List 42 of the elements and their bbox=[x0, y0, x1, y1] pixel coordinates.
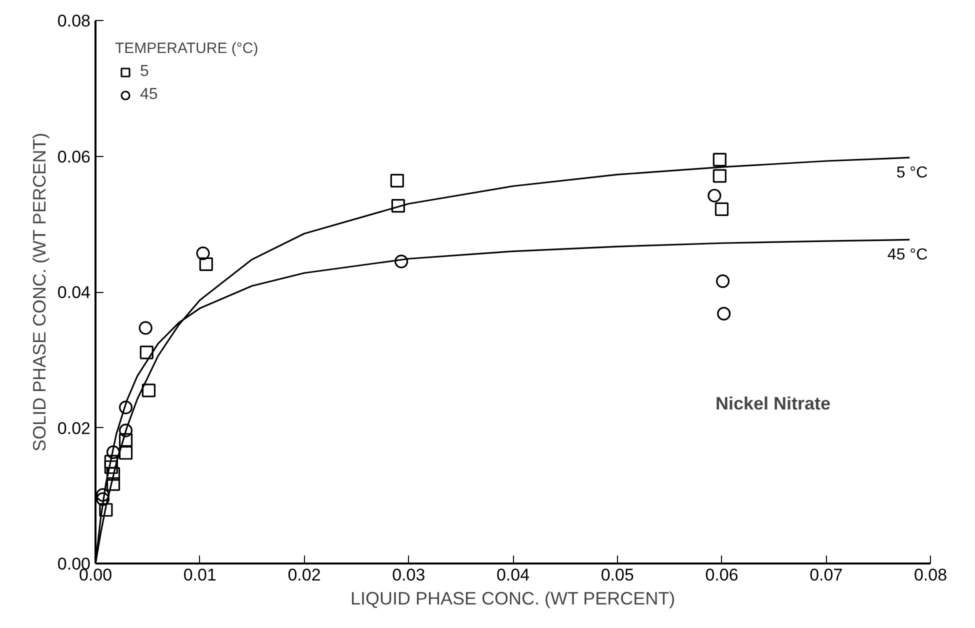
y-tick-label: 0.06 bbox=[57, 147, 91, 166]
legend-title: TEMPERATURE (°C) bbox=[115, 40, 258, 57]
point bbox=[716, 274, 730, 288]
x-tick-label: 0.08 bbox=[914, 566, 948, 584]
series-label: 5 °C bbox=[896, 164, 928, 182]
point bbox=[138, 321, 152, 335]
point bbox=[118, 433, 133, 447]
point bbox=[99, 503, 113, 517]
series-label: 45 °C bbox=[887, 246, 928, 264]
annotation: Nickel Nitrate bbox=[716, 394, 831, 414]
y-tick-label: 0.02 bbox=[57, 418, 91, 438]
point bbox=[104, 460, 118, 474]
point bbox=[717, 306, 731, 321]
y-tick-label: 0.04 bbox=[57, 283, 91, 302]
point bbox=[106, 477, 120, 491]
x-tick-label: 0.04 bbox=[496, 566, 530, 584]
x-axis-title: LIQUID PHASE CONC. (WT PERCENT) bbox=[350, 588, 676, 608]
point bbox=[391, 199, 405, 213]
point bbox=[106, 467, 120, 481]
point bbox=[199, 257, 213, 271]
x-tick-label: 0.05 bbox=[600, 566, 634, 584]
point bbox=[140, 346, 154, 360]
point bbox=[712, 152, 726, 166]
point bbox=[714, 202, 729, 216]
point bbox=[708, 188, 722, 202]
x-tick-label: 0.01 bbox=[183, 566, 216, 584]
point bbox=[118, 424, 133, 438]
point bbox=[118, 446, 133, 460]
x-tick-label: 0.02 bbox=[288, 566, 321, 584]
legend-label: 5 bbox=[140, 63, 150, 81]
x-tick-label: 0.06 bbox=[705, 566, 738, 584]
y-tick-label: 0.08 bbox=[57, 12, 91, 30]
point bbox=[712, 169, 726, 183]
y-axis-title: SOLID PHASE CONC. (WT PERCENT) bbox=[29, 132, 50, 452]
x-tick-label: 0.03 bbox=[392, 566, 426, 584]
point bbox=[142, 384, 156, 398]
point bbox=[118, 400, 133, 414]
point bbox=[390, 174, 404, 188]
x-tick-label: 0.07 bbox=[810, 566, 843, 584]
legend-label: 45 bbox=[140, 86, 159, 104]
point bbox=[196, 246, 210, 260]
point bbox=[394, 254, 408, 268]
